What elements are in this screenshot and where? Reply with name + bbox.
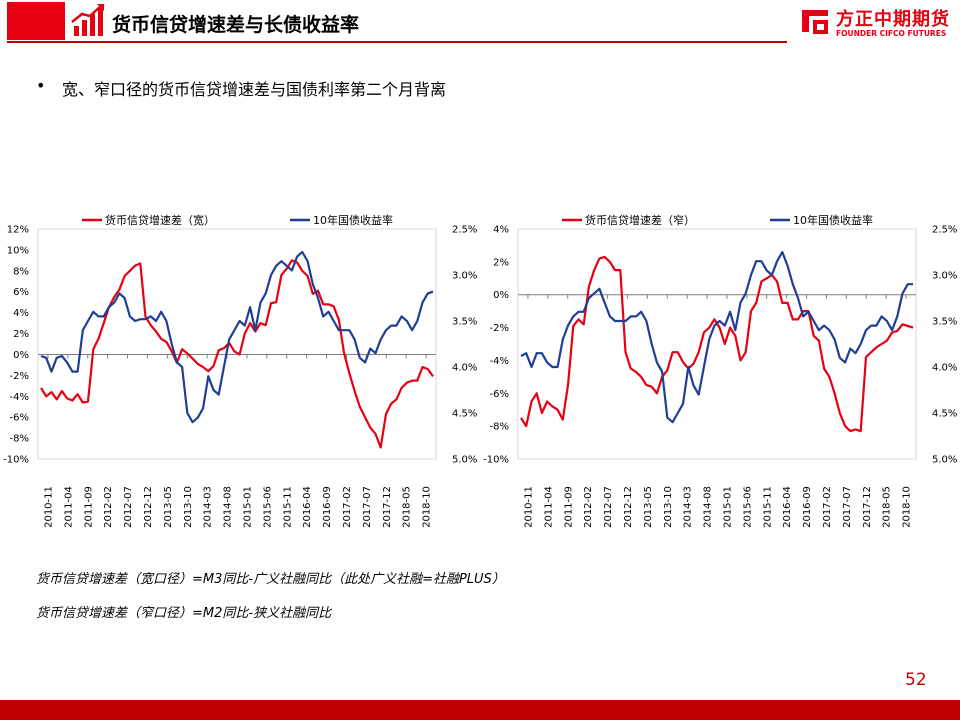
rising-chart-icon <box>71 4 104 36</box>
broad-x-tick-label: 2014-08 <box>223 486 234 528</box>
narrow-y-left-tick: -8% <box>490 422 509 433</box>
broad-y-left-tick: 0% <box>13 350 29 361</box>
narrow-spread-line <box>520 255 914 433</box>
narrow-y-left-tick: -2% <box>490 323 509 334</box>
title-bar: 货币信贷增速差与长债收益率 方正中期期货 FOUNDER CIFCO FUTUR… <box>0 0 960 44</box>
narrow-x-tick-label: 2018-05 <box>882 486 893 528</box>
page-title: 货币信贷增速差与长债收益率 <box>112 14 360 36</box>
broad-legend-label-yield: 10年国债收益率 <box>313 213 393 227</box>
broad-x-tick-label: 2011-09 <box>83 486 94 528</box>
narrow-x-tick-label: 2015-06 <box>742 486 753 528</box>
broad-x-tick-label: 2015-11 <box>282 486 293 528</box>
broad-y-left-tick: -10% <box>3 455 29 466</box>
narrow-legend-label-yield: 10年国债收益率 <box>793 213 873 227</box>
broad-y-right-tick: 4.5% <box>452 409 477 420</box>
note-narrow-definition: 货币信贷增速差（窄口径）=M2同比-狭义社融同比 <box>36 606 332 621</box>
narrow-y-right-tick: 3.5% <box>932 317 957 328</box>
narrow-x-tick-label: 2013-05 <box>643 486 654 528</box>
narrow-x-tick-label: 2015-11 <box>762 486 773 528</box>
broad-x-tick-label: 2018-05 <box>402 486 413 528</box>
narrow-y-left-tick: -10% <box>483 455 509 466</box>
broad-y-left-tick: -8% <box>10 434 29 445</box>
narrow-y-left-tick: -4% <box>490 356 509 367</box>
bullet-text: 宽、窄口径的货币信贷增速差与国债利率第二个月背离 <box>62 80 447 99</box>
broad-bond-yield-line <box>40 250 434 424</box>
broad-x-tick-label: 2012-07 <box>123 486 134 528</box>
title-red-block <box>7 2 65 40</box>
logo-english: FOUNDER CIFCO FUTURES <box>836 29 947 38</box>
broad-x-tick-label: 2014-03 <box>203 486 214 528</box>
broad-x-tick-label: 2018-10 <box>422 486 433 528</box>
broad-x-tick-label: 2016-09 <box>322 486 333 528</box>
broad-x-tick-label: 2013-05 <box>163 486 174 528</box>
broad-spread-line <box>40 259 434 449</box>
narrow-x-tick-label: 2017-07 <box>842 486 853 528</box>
narrow-x-tick-label: 2017-02 <box>822 486 833 528</box>
broad-legend-label-spread: 货币信贷增速差（宽） <box>105 213 215 227</box>
broad-y-left-tick: 8% <box>13 266 29 277</box>
logo-chinese: 方正中期期货 <box>836 9 950 30</box>
broad-y-right-tick: 5.0% <box>452 455 477 466</box>
broad-x-tick-label: 2010-11 <box>43 486 54 528</box>
narrow-plot-frame <box>517 228 917 460</box>
broad-y-left-tick: 4% <box>13 308 29 319</box>
narrow-x-tick-label: 2016-04 <box>782 486 793 528</box>
narrow-y-right-tick: 4.0% <box>932 363 957 374</box>
note-broad-definition: 货币信贷增速差（宽口径）=M3同比-广义社融同比（此处广义社融=社融PLUS） <box>36 572 505 587</box>
broad-x-tick-label: 2015-06 <box>262 486 273 528</box>
broad-x-tick-label: 2012-02 <box>103 486 114 528</box>
narrow-x-tick-label: 2016-09 <box>802 486 813 528</box>
narrow-bond-yield-line <box>520 250 913 424</box>
broad-x-tick-label: 2016-04 <box>302 486 313 528</box>
narrow-x-tick-label: 2018-10 <box>902 486 913 528</box>
broad-x-tick-label: 2013-10 <box>183 486 194 528</box>
chart-broad: 12% 10% 8% 6% 4% 2% 0% -2% -4% -6% -8% -10% 2.5% 3.0%… <box>3 213 477 528</box>
narrow-y-left-tick: -6% <box>490 389 509 400</box>
broad-y-right-tick: 2.5% <box>452 225 477 236</box>
narrow-y-right-tick: 4.5% <box>932 409 957 420</box>
narrow-x-tick-label: 2015-01 <box>722 486 733 528</box>
narrow-x-tick-label: 2014-03 <box>683 486 694 528</box>
narrow-y-right-tick: 5.0% <box>932 455 957 466</box>
page-number: 52 <box>905 670 927 690</box>
broad-x-tick-label: 2012-12 <box>143 486 154 528</box>
narrow-x-tick-label: 2011-04 <box>543 486 554 528</box>
broad-x-tick-label: 2011-04 <box>63 486 74 528</box>
narrow-x-tick-label: 2011-09 <box>563 486 574 528</box>
narrow-y-right-tick: 2.5% <box>932 225 957 236</box>
broad-y-right-tick: 3.0% <box>452 271 477 282</box>
broad-y-right-tick: 3.5% <box>452 317 477 328</box>
narrow-x-tick-label: 2013-10 <box>663 486 674 528</box>
broad-y-left-tick: -4% <box>10 392 29 403</box>
broad-y-left-tick: -2% <box>10 371 29 382</box>
narrow-x-tick-label: 2012-07 <box>603 486 614 528</box>
narrow-x-tick-label: 2012-12 <box>623 486 634 528</box>
broad-plot-frame <box>37 228 437 460</box>
broad-y-left-tick: 10% <box>7 245 29 256</box>
narrow-y-left-tick: 4% <box>493 225 509 236</box>
narrow-y-right-tick: 3.0% <box>932 271 957 282</box>
narrow-legend-label-spread: 货币信贷增速差（窄） <box>585 213 695 227</box>
broad-y-right-tick: 4.0% <box>452 363 477 374</box>
logo-mark-icon <box>802 10 828 34</box>
chart-narrow: 4% 2% 0% -2% -4% -6% -8% -10% 2.5% 3.0% 3.5% 4.0% 4.… <box>483 213 957 528</box>
broad-y-left-tick: 6% <box>13 287 29 298</box>
broad-x-tick-label: 2017-02 <box>342 486 353 528</box>
broad-y-left-tick: 2% <box>13 329 29 340</box>
narrow-x-tick-label: 2014-08 <box>703 486 714 528</box>
narrow-x-tick-label: 2010-11 <box>523 486 534 528</box>
broad-x-tick-label: 2017-07 <box>362 486 373 528</box>
narrow-y-left-tick: 0% <box>493 290 509 301</box>
broad-x-tick-label: 2015-01 <box>242 486 253 528</box>
broad-y-left-tick: 12% <box>7 225 29 236</box>
bullet-dot: • <box>36 76 46 95</box>
broad-y-left-tick: -6% <box>10 413 29 424</box>
narrow-x-tick-label: 2017-12 <box>862 486 873 528</box>
title-underline <box>7 41 787 43</box>
broad-x-tick-label: 2017-12 <box>382 486 393 528</box>
narrow-y-left-tick: 2% <box>493 257 509 268</box>
bottom-bar <box>0 700 960 720</box>
brand-logo: 方正中期期货 FOUNDER CIFCO FUTURES <box>800 2 950 44</box>
narrow-x-tick-label: 2012-02 <box>583 486 594 528</box>
